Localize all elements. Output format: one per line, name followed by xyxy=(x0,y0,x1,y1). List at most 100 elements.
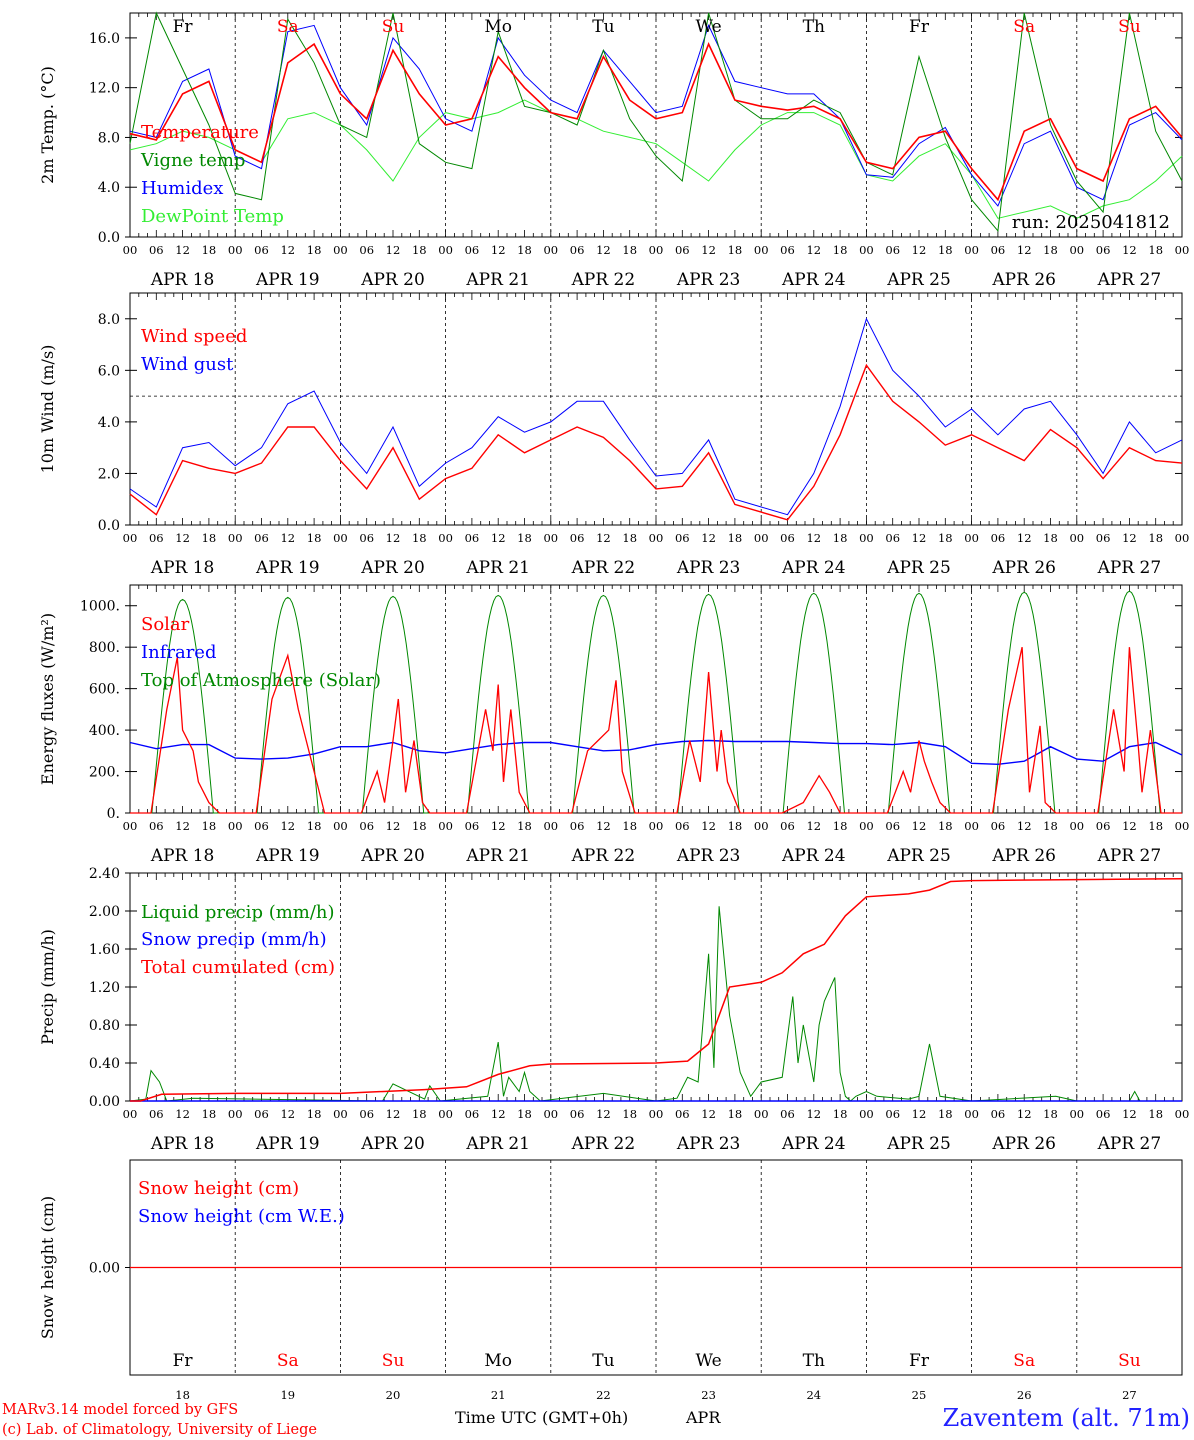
hour-tick-label: 00 xyxy=(649,531,664,545)
weekday-label: Fr xyxy=(909,1351,930,1371)
panel-1: 00 06 12 18 APR 18 00 06 12 18 APR 19 00 06 12 18 APR … xyxy=(38,11,1189,290)
hour-tick-label: 00 xyxy=(543,531,558,545)
hour-tick-label: 12 xyxy=(386,819,401,833)
hour-tick-label: 00 xyxy=(123,531,138,545)
hour-tick-label: 12 xyxy=(596,531,611,545)
hour-tick-label: 06 xyxy=(675,531,690,545)
hour-tick-label: 12 xyxy=(701,243,716,257)
panel-2: 00 06 12 18 APR 18 00 06 12 18 APR 19 00 06 12 18 APR … xyxy=(38,292,1190,578)
hour-tick-label: 12 xyxy=(806,243,821,257)
hour-tick-label: 00 xyxy=(228,243,243,257)
date-tick-label: APR 25 xyxy=(886,270,951,290)
lab-credit: (c) Lab. of Climatology, University of L… xyxy=(2,1422,317,1438)
hour-tick-label: 00 xyxy=(228,1107,243,1121)
y-tick-label: 0.00 xyxy=(89,1261,120,1277)
hour-tick-label: 18 xyxy=(1148,819,1163,833)
legend-entry: Vigne temp xyxy=(140,150,245,171)
hour-tick-label: 12 xyxy=(280,819,295,833)
hour-tick-label: 00 xyxy=(964,243,979,257)
weekday-label: Mo xyxy=(484,1351,512,1371)
y-axis-label: 10m Wind (m/s) xyxy=(38,345,57,474)
hour-tick-label: 18 xyxy=(1043,1107,1058,1121)
date-tick-label: APR 22 xyxy=(571,846,636,866)
weekday-label: Th xyxy=(803,1351,825,1371)
hour-tick-label: 00 xyxy=(1175,819,1190,833)
hour-tick-label: 00 xyxy=(543,1107,558,1121)
hour-tick-label: 06 xyxy=(359,819,374,833)
date-tick-label: APR 22 xyxy=(571,1134,636,1154)
hour-tick-label: 06 xyxy=(254,243,269,257)
date-tick-label: APR 20 xyxy=(360,270,425,290)
legend-entry: Infrared xyxy=(141,642,216,663)
hour-tick-label: 12 xyxy=(175,819,190,833)
legend-entry: Top of Atmosphere (Solar) xyxy=(141,670,381,691)
hour-tick-label: 06 xyxy=(359,243,374,257)
hour-tick-label: 06 xyxy=(675,1107,690,1121)
hour-tick-label: 06 xyxy=(675,243,690,257)
hour-tick-label: 00 xyxy=(964,819,979,833)
date-tick-label: APR 24 xyxy=(781,846,846,866)
weekday-label: Sa xyxy=(1013,17,1035,37)
hour-tick-label: 00 xyxy=(754,819,769,833)
hour-tick-label: 18 xyxy=(307,243,322,257)
hour-tick-label: 06 xyxy=(780,1107,795,1121)
hour-tick-label: 00 xyxy=(754,531,769,545)
legend-entry: Total cumulated (cm) xyxy=(141,957,335,978)
day-number-label: 23 xyxy=(701,1388,716,1402)
date-tick-label: APR 21 xyxy=(465,1134,530,1154)
legend-entry: Snow height (cm) xyxy=(138,1178,299,1199)
date-tick-label: APR 26 xyxy=(991,558,1056,578)
hour-tick-label: 18 xyxy=(1043,531,1058,545)
station-name: Zaventem (alt. 71m) xyxy=(943,1404,1190,1432)
hour-tick-label: 00 xyxy=(123,243,138,257)
hour-tick-label: 00 xyxy=(333,531,348,545)
hour-tick-label: 18 xyxy=(1148,531,1163,545)
hour-tick-label: 18 xyxy=(728,531,743,545)
hour-tick-label: 06 xyxy=(570,1107,585,1121)
day-number-label: 18 xyxy=(175,1388,190,1402)
hour-tick-label: 00 xyxy=(228,531,243,545)
hour-tick-label: 18 xyxy=(1043,819,1058,833)
weekday-label: Sa xyxy=(277,17,299,37)
legend-entry: Snow height (cm W.E.) xyxy=(138,1206,345,1227)
hour-tick-label: 18 xyxy=(202,819,217,833)
weekday-label: Su xyxy=(382,17,405,37)
series-temperature xyxy=(129,42,1183,202)
y-tick-label: 400. xyxy=(89,723,120,739)
hour-tick-label: 00 xyxy=(859,531,874,545)
hour-tick-label: 12 xyxy=(280,243,295,257)
hour-tick-label: 00 xyxy=(1069,243,1084,257)
series-infrared xyxy=(129,739,1183,766)
hour-tick-label: 18 xyxy=(833,819,848,833)
hour-tick-label: 12 xyxy=(491,1107,506,1121)
hour-tick-label: 18 xyxy=(412,1107,427,1121)
date-tick-label: APR 24 xyxy=(781,558,846,578)
y-axis-label: Energy fluxes (W/m²) xyxy=(38,613,57,785)
hour-tick-label: 12 xyxy=(386,531,401,545)
date-tick-label: APR 22 xyxy=(571,558,636,578)
y-axis-label: 2m Temp. (°C) xyxy=(38,66,57,184)
hour-tick-label: 12 xyxy=(386,243,401,257)
hour-tick-label: 18 xyxy=(307,1107,322,1121)
hour-tick-label: 18 xyxy=(1148,243,1163,257)
date-tick-label: APR 24 xyxy=(781,1134,846,1154)
date-tick-label: APR 18 xyxy=(150,270,215,290)
hour-tick-label: 00 xyxy=(649,819,664,833)
weekday-label: Fr xyxy=(173,1351,194,1371)
day-number-label: 24 xyxy=(806,1388,821,1402)
weekday-label: Sa xyxy=(277,1351,299,1371)
date-tick-label: APR 27 xyxy=(1097,846,1162,866)
hour-tick-label: 00 xyxy=(228,819,243,833)
hour-tick-label: 12 xyxy=(175,531,190,545)
hour-tick-label: 12 xyxy=(386,1107,401,1121)
hour-tick-label: 18 xyxy=(412,819,427,833)
hour-tick-label: 00 xyxy=(543,819,558,833)
plot-frame xyxy=(129,12,1183,238)
date-tick-label: APR 20 xyxy=(360,1134,425,1154)
y-tick-label: 16.0 xyxy=(89,31,120,47)
series-liquid-precip xyxy=(129,906,1182,1102)
hour-tick-label: 00 xyxy=(333,1107,348,1121)
hour-tick-label: 00 xyxy=(1175,531,1190,545)
hour-tick-label: 18 xyxy=(728,1107,743,1121)
day-number-label: 20 xyxy=(386,1388,401,1402)
